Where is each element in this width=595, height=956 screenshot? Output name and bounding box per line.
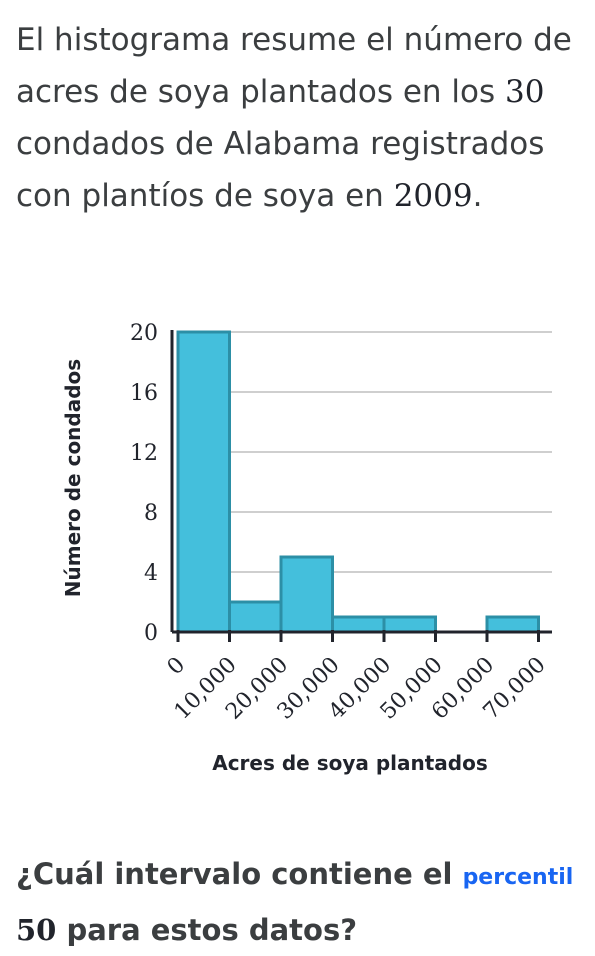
question-part-2: para estos datos? [56,913,358,947]
intro-part-3: . [472,178,483,214]
y-tick-label: 0 [144,621,158,646]
y-tick-label: 20 [130,321,158,346]
intro-text: El histograma resume el número de acres … [16,14,586,222]
histogram-bar [176,330,231,634]
y-tick-label: 12 [130,441,158,466]
y-tick-label: 4 [144,561,158,586]
bars [176,330,540,634]
grid-lines [178,331,552,573]
intro-part-2: condados de Alabama registrados con plan… [16,126,545,214]
axis-labels: 048121620010,00020,00030,00040,00050,000… [61,321,551,775]
histogram-bar [279,555,334,634]
histogram-bar [485,615,540,634]
percentile-number: 50 [16,913,57,947]
county-count: 30 [505,74,545,110]
histogram-chart: 0 4 8 12 16 20 0 10,000 20,000 30,000 40,000 50,000… [0,300,595,780]
percentile-link[interactable]: percentil [462,865,574,890]
x-axis-title: Acres de soya plantados [212,751,488,775]
y-tick-label: 16 [130,381,158,406]
axes [170,330,552,642]
question-text: ¿Cuál intervalo contiene el percentil 50 … [16,848,591,956]
histogram-bar [331,615,386,634]
histogram-svg: 048121620010,00020,00030,00040,00050,000… [61,321,552,775]
year-value: 2009 [393,178,473,214]
question-part-1: ¿Cuál intervalo contiene el [16,857,463,891]
intro-part-1: El histograma resume el número de acres … [16,22,572,110]
histogram-bar [382,615,437,634]
y-axis-title: Número de condados [61,359,85,597]
histogram-bar [228,600,283,634]
y-tick-label: 8 [144,501,158,526]
x-tick-label: 0 [163,653,191,681]
